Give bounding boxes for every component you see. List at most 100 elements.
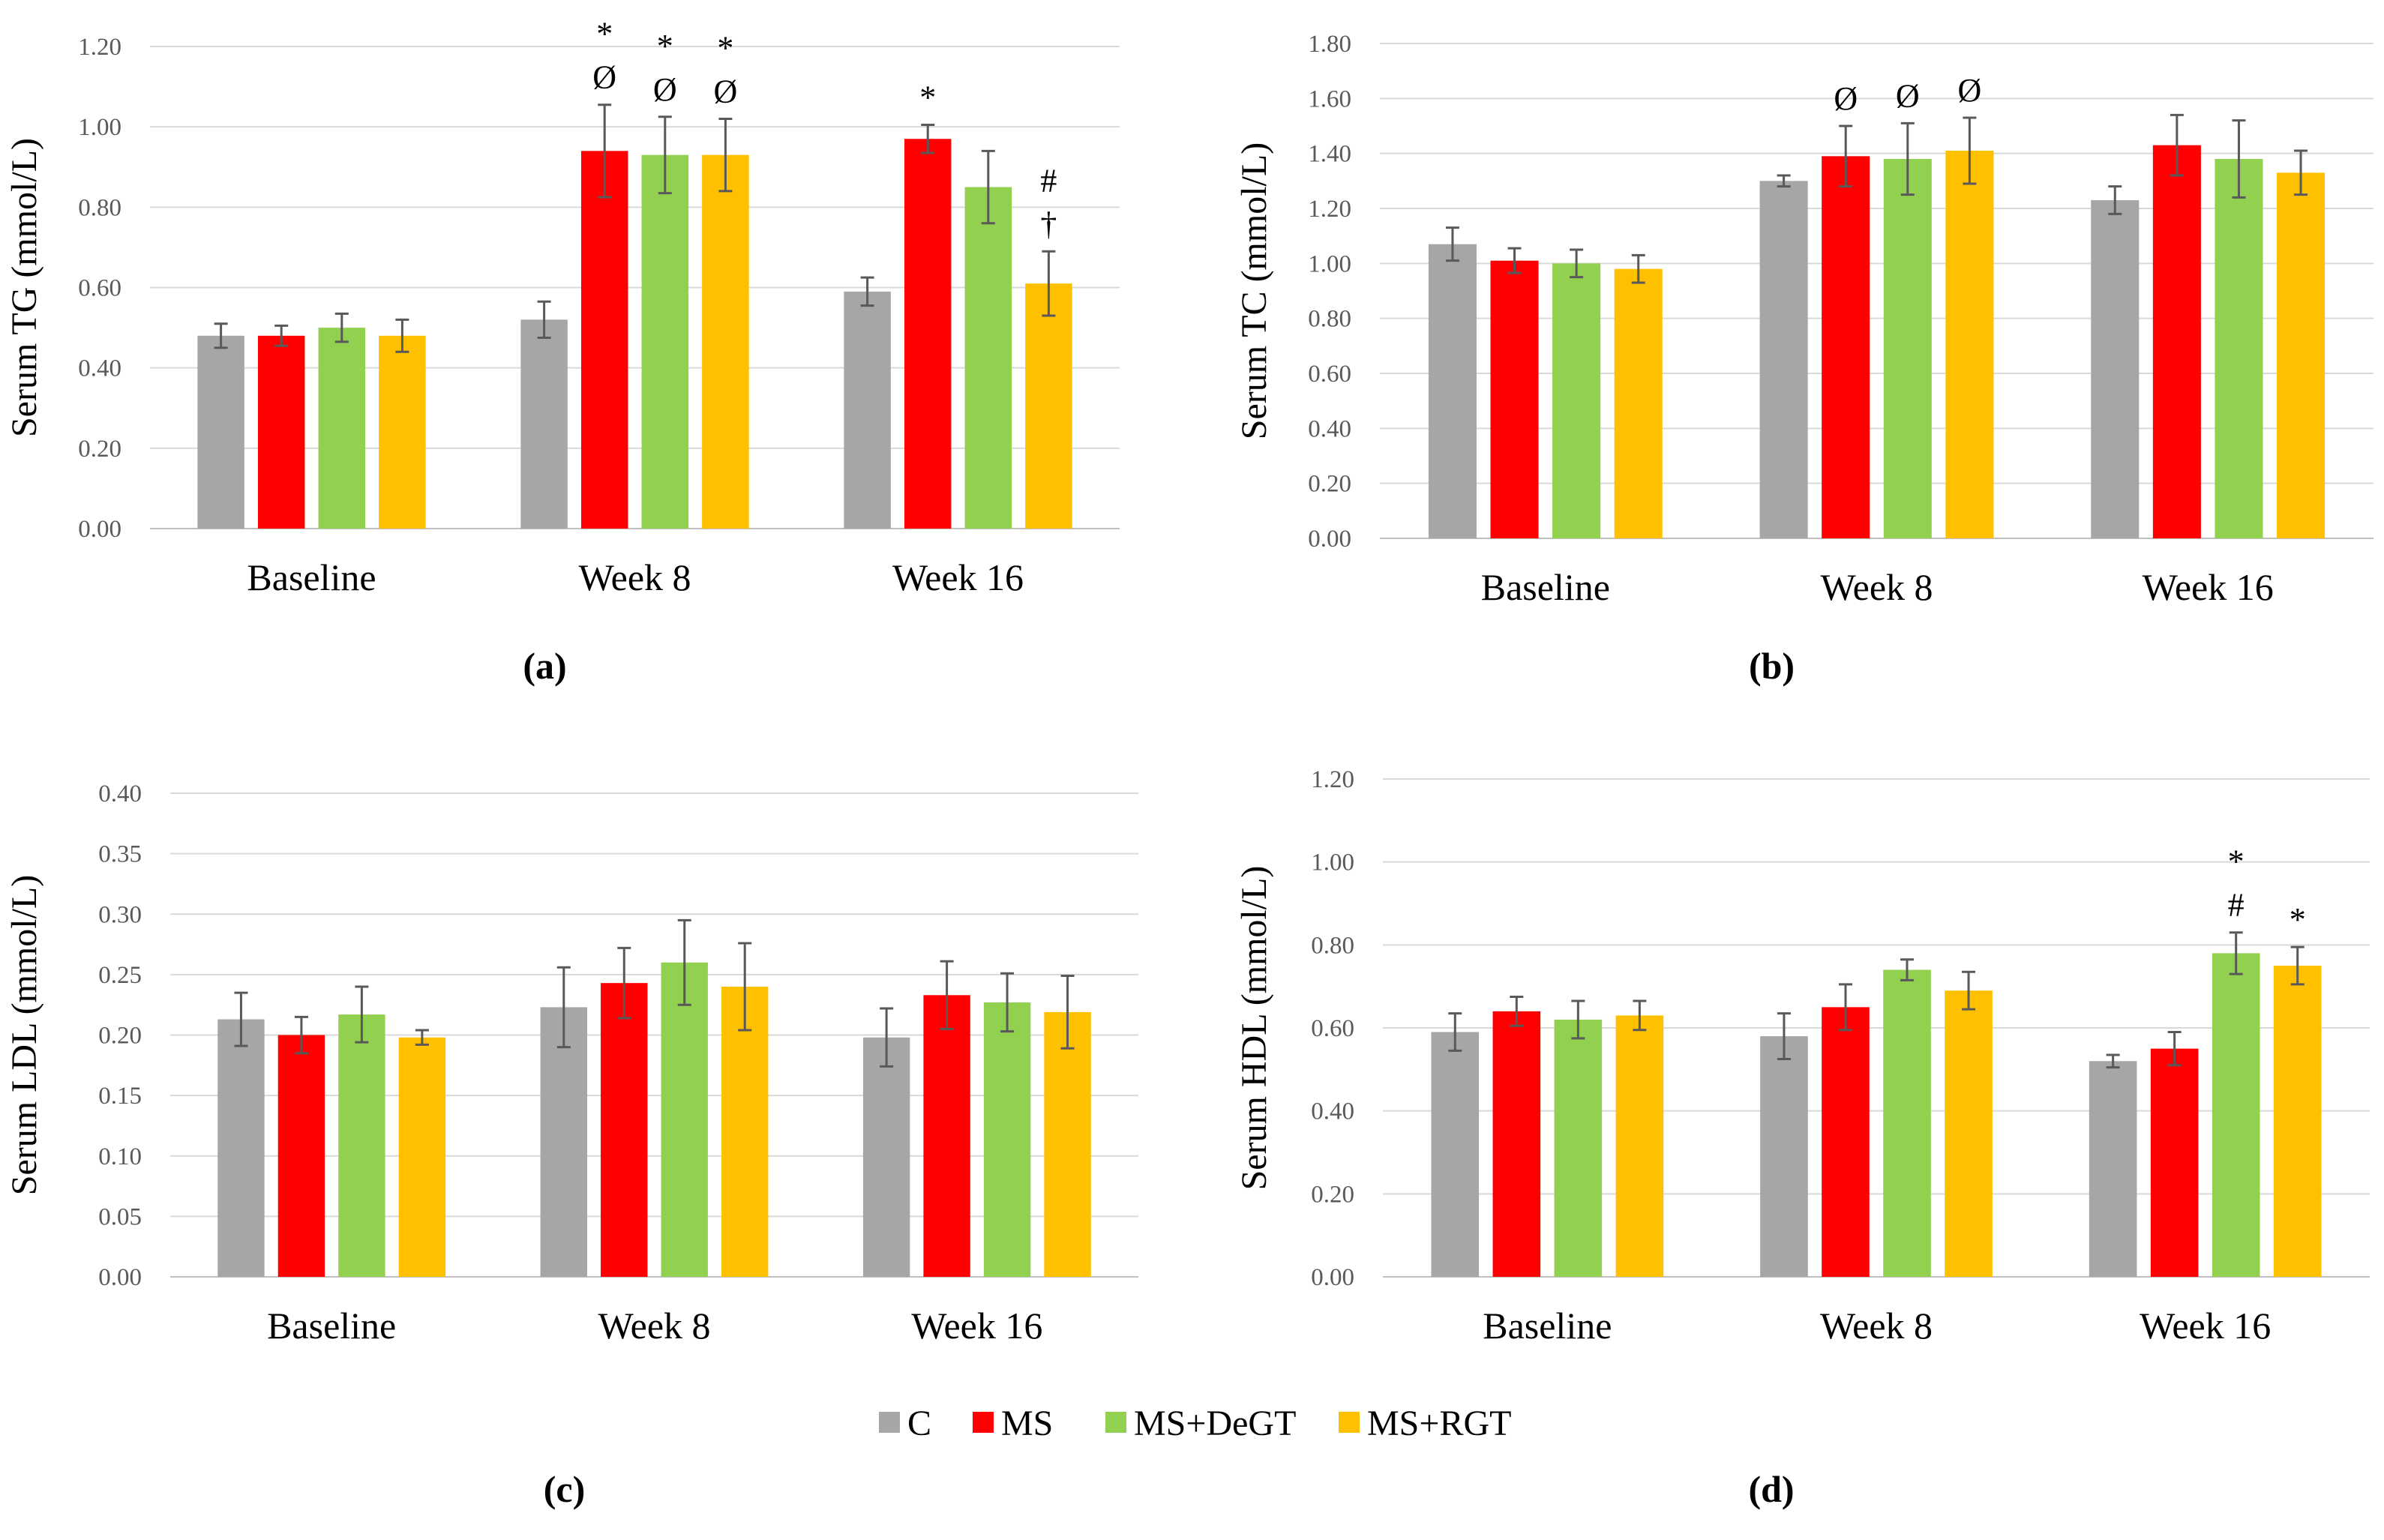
bar-ms-degt-0 [1554,1019,1603,1277]
y-tick-label: 1.20 [1311,766,1354,793]
bar-ms-2 [904,139,952,529]
error-bar [1900,121,1915,196]
error-bar [395,318,409,353]
x-tick-label: Week 16 [2143,566,2274,608]
bar-c-1 [1760,1036,1808,1277]
bar-ms-1 [1822,156,1870,539]
panel-label: (d) [1748,1468,1794,1510]
x-tick-label: Week 16 [2140,1305,2271,1347]
error-bar [1000,972,1015,1033]
y-axis-label: Serum TC (mmol/L) [1234,142,1274,439]
bar-ms-rgt-0 [379,335,426,529]
error-bar [1042,250,1056,317]
y-tick-label: 0.00 [98,1264,142,1291]
error-bar [334,312,349,343]
y-tick-label: 0.35 [98,841,142,868]
significance-marker: Ø [1834,80,1858,117]
y-tick-label: 0.10 [98,1143,142,1170]
chart-panel-3: 0.00 0.20 0.40 0.60 0.80 1.00 1.20 Serum HDL (m… [1234,766,2370,1510]
error-bar [1962,970,1976,1011]
y-tick-label: 1.80 [1308,31,1351,58]
legend-label: C [907,1404,931,1443]
bar-ms-rgt-1 [721,987,769,1277]
bar-ms-0 [1492,1011,1541,1277]
significance-marker: * [2228,843,2245,880]
bar-ms-degt-2 [2215,159,2263,538]
error-bar [2108,185,2122,215]
y-tick-label: 0.05 [98,1203,142,1230]
error-bar [2229,931,2243,975]
legend-label: MS [1001,1404,1053,1443]
significance-marker: # [1040,162,1057,199]
error-bar [214,322,228,349]
panel-label: (a) [523,645,566,687]
error-bar [921,123,935,154]
panel-label: (c) [544,1468,586,1510]
bar-ms-2 [2150,1048,2199,1277]
legend-label: MS+DeGT [1134,1404,1296,1443]
y-tick-label: 0.40 [98,780,142,807]
legend-swatch-c [879,1412,900,1433]
y-tick-label: 0.80 [1308,306,1351,333]
bar-ms-rgt-0 [1615,1015,1664,1277]
bar-ms-rgt-1 [702,154,749,529]
y-tick-label: 0.20 [78,436,121,463]
y-tick-label: 0.60 [78,275,121,302]
chart-panel-1: 0.00 0.20 0.40 0.60 0.80 1.00 1.20 1.40 1.60 1.80… [1234,31,2374,687]
error-bar [1777,1012,1791,1060]
significance-marker: Ø [653,71,677,108]
y-tick-label: 0.80 [78,194,121,221]
y-tick-label: 1.20 [78,34,121,61]
significance-marker: Ø [714,73,738,109]
bar-ms-1 [601,983,648,1277]
bar-ms-degt-0 [1552,263,1601,538]
y-tick-label: 0.20 [1308,471,1351,498]
bar-ms-1 [580,151,628,529]
bar-ms-rgt-0 [398,1037,446,1277]
y-tick-label: 0.60 [1308,361,1351,388]
error-bar [718,117,733,193]
y-tick-label: 1.00 [78,114,121,141]
panel-label: (b) [1749,645,1795,687]
y-tick-label: 1.60 [1308,85,1351,112]
error-bar [1448,1012,1462,1052]
x-tick-label: Baseline [1481,566,1610,608]
y-axis-label: Serum TG (mmol/L) [4,138,44,437]
error-bar [1507,247,1522,274]
error-bar [2106,1053,2120,1069]
y-tick-label: 1.40 [1308,141,1351,168]
x-tick-label: Week 8 [598,1305,710,1347]
y-axis-label: Serum LDL (mmol/L) [4,875,44,1195]
bar-c-0 [197,335,244,529]
y-tick-label: 0.40 [1308,415,1351,442]
error-bar [537,300,551,339]
significance-marker: Ø [592,59,616,96]
y-tick-label: 1.00 [1311,849,1354,876]
error-bar [677,918,691,1006]
significance-marker: Ø [1896,77,1920,114]
significance-marker: * [657,28,673,64]
x-tick-label: Week 16 [911,1305,1042,1347]
x-tick-label: Baseline [267,1305,396,1347]
bar-ms-rgt-2 [1025,283,1072,529]
bar-ms-0 [257,335,305,529]
error-bar [1571,999,1585,1040]
error-bar [880,1007,894,1068]
y-tick-label: 0.25 [98,962,142,989]
error-bar [981,149,995,225]
bar-c-1 [1759,181,1808,539]
error-bar [1838,983,1852,1032]
bar-c-2 [2091,200,2140,538]
bar-ms-degt-1 [641,154,689,529]
error-bar [1631,253,1645,284]
chart-panels: 0.00 0.20 0.40 0.60 0.80 1.00 1.20 Serum TG (mm… [4,16,2374,1510]
error-bar [658,115,672,195]
bar-c-1 [520,319,568,529]
legend-swatch-ms [973,1412,994,1433]
bar-ms-2 [2152,145,2201,538]
bar-c-0 [1431,1032,1480,1277]
x-tick-label: Week 8 [1820,566,1933,608]
error-bar [415,1029,429,1046]
legend-swatch-ms-degt [1105,1412,1126,1433]
error-bar [738,942,752,1032]
